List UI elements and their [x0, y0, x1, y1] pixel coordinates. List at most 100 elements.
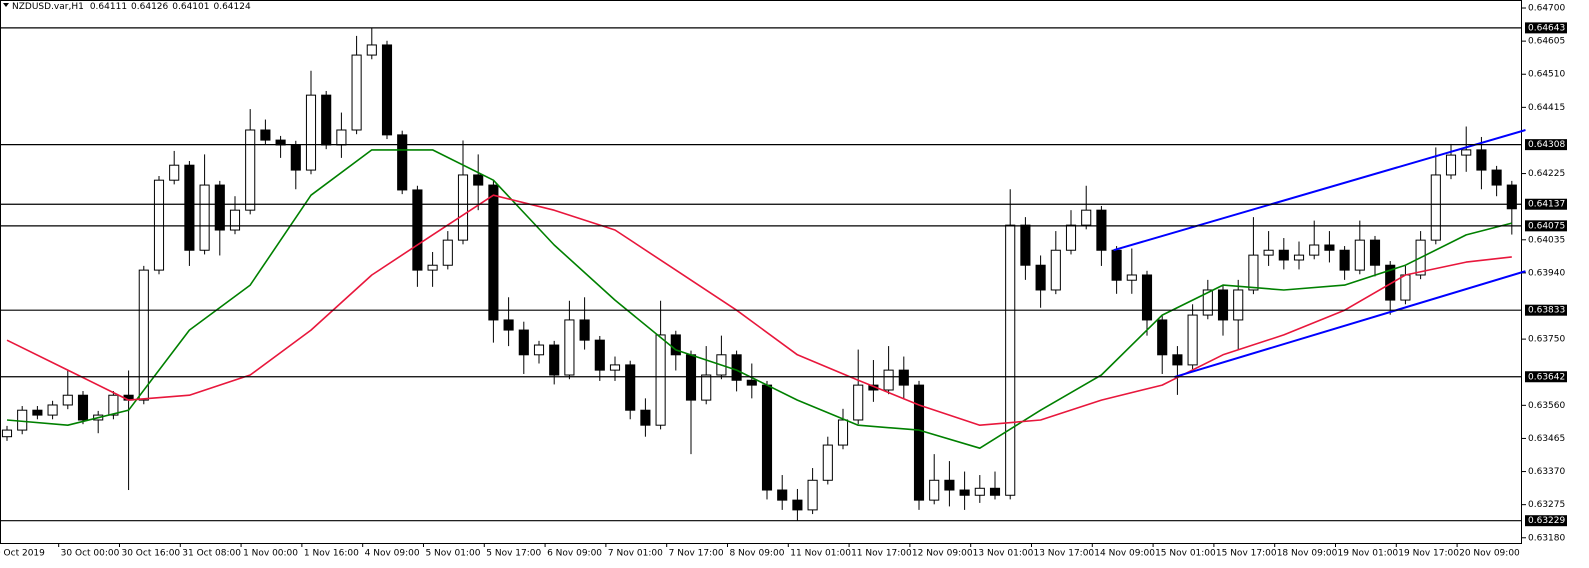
- x-tick-label: 31 Oct 08:00: [182, 549, 241, 559]
- x-tick-label: 11 Nov 01:00: [790, 549, 851, 559]
- candle-body: [564, 319, 575, 376]
- candle-body: [1400, 274, 1411, 301]
- y-tick-label: 0.63180: [1528, 533, 1565, 543]
- x-tick-label: 18 Nov 09:00: [1277, 549, 1338, 559]
- candle-body: [397, 134, 408, 191]
- candle-body: [1035, 264, 1046, 291]
- x-tick-label: 5 Nov 01:00: [425, 549, 480, 559]
- candle-body: [336, 129, 347, 146]
- level-label: 0.63833: [1528, 306, 1565, 316]
- level-tag: [1525, 304, 1567, 316]
- y-tick-label: 0.63370: [1528, 467, 1565, 477]
- candle-body: [1065, 224, 1077, 251]
- level-tag: [1525, 139, 1567, 151]
- candle-body: [792, 499, 803, 511]
- candle-body: [1476, 149, 1487, 171]
- x-tick-label: 30 Oct 16:00: [121, 549, 180, 559]
- candle-body: [883, 369, 894, 391]
- candle-body: [1430, 174, 1441, 241]
- candle-body: [1309, 244, 1320, 256]
- candle-body: [609, 364, 621, 371]
- candle-body: [1263, 249, 1274, 256]
- level-tag: [1525, 220, 1567, 232]
- candle-body: [77, 394, 89, 421]
- candle-body: [1445, 154, 1457, 176]
- candle-body: [1385, 264, 1396, 301]
- level-tag: [1525, 371, 1567, 383]
- x-tick-label: 14 Nov 09:00: [1094, 549, 1155, 559]
- candle-body: [1202, 289, 1213, 316]
- candle-body: [108, 394, 119, 416]
- candle-body: [47, 404, 58, 416]
- x-tick-label: 4 Nov 09:00: [365, 549, 420, 559]
- symbol: NZDUSD.var,H1: [12, 2, 84, 12]
- candle-body: [989, 487, 1001, 496]
- candle-body: [761, 384, 773, 491]
- candle-body: [1506, 184, 1517, 210]
- candle-body: [685, 354, 697, 401]
- level-label: 0.63642: [1528, 372, 1565, 382]
- x-tick-label: 13 Nov 01:00: [973, 549, 1034, 559]
- candle-body: [1233, 289, 1244, 321]
- y-tick-label: 0.64415: [1528, 103, 1565, 113]
- collapse-arrow[interactable]: [3, 3, 9, 7]
- y-tick-label: 0.63560: [1528, 401, 1565, 411]
- level-tag: [1525, 515, 1567, 527]
- candle-body: [533, 344, 545, 356]
- candle-body: [427, 264, 438, 271]
- y-tick-label: 0.63275: [1528, 500, 1565, 510]
- candle-body: [1096, 209, 1107, 251]
- candle-body: [1005, 224, 1016, 496]
- candle-body: [1020, 224, 1031, 266]
- quote-low: 0.64101: [172, 2, 209, 12]
- candle-body: [138, 269, 149, 401]
- candle-body: [366, 44, 377, 56]
- candle-body: [1278, 249, 1289, 261]
- candle-body: [746, 379, 757, 386]
- candle-body: [229, 209, 241, 231]
- candle-body: [1248, 254, 1259, 291]
- candle-body: [184, 164, 195, 251]
- candle-body: [169, 164, 180, 181]
- candle-body: [214, 184, 225, 231]
- candle-body: [199, 184, 210, 251]
- candle-body: [32, 409, 43, 416]
- y-tick-label: 0.64700: [1528, 4, 1565, 14]
- x-tick-label: 1 Nov 16:00: [304, 549, 359, 559]
- x-tick-label: 15 Nov 17:00: [1216, 549, 1277, 559]
- x-tick-label: 29 Oct 2019: [0, 549, 45, 559]
- candle-body: [1126, 274, 1137, 281]
- candle-body: [898, 369, 909, 386]
- y-tick-label: 0.64035: [1528, 235, 1565, 245]
- level-label: 0.64643: [1528, 23, 1565, 33]
- x-tick-label: 19 Nov 01:00: [1337, 549, 1398, 559]
- quote-open: 0.64111: [90, 2, 127, 12]
- candle-body: [1324, 244, 1335, 251]
- candle-body: [1050, 249, 1061, 291]
- x-tick-label: 19 Nov 17:00: [1398, 549, 1459, 559]
- candle-body: [1293, 254, 1305, 261]
- level-label: 0.64075: [1528, 221, 1565, 231]
- x-tick-label: 12 Nov 09:00: [912, 549, 973, 559]
- candle-body: [807, 479, 818, 511]
- x-tick-label: 6 Nov 09:00: [547, 549, 602, 559]
- candle-body: [245, 129, 256, 211]
- x-tick-label: 13 Nov 17:00: [1033, 549, 1094, 559]
- candle-body: [822, 444, 833, 481]
- candle-body: [1141, 274, 1153, 321]
- y-tick-label: 0.64510: [1528, 70, 1565, 80]
- candle-body: [442, 239, 453, 266]
- candle-body: [290, 144, 301, 171]
- candle-body: [503, 319, 514, 331]
- y-tick-label: 0.64225: [1528, 169, 1565, 179]
- candle-body: [944, 479, 955, 491]
- candle-body: [518, 329, 529, 356]
- candle-body: [381, 44, 393, 136]
- candle-body: [701, 374, 712, 401]
- candle-body: [974, 487, 985, 496]
- candle-body: [457, 174, 469, 241]
- candle-body: [1491, 169, 1502, 186]
- candle-body: [1461, 149, 1472, 156]
